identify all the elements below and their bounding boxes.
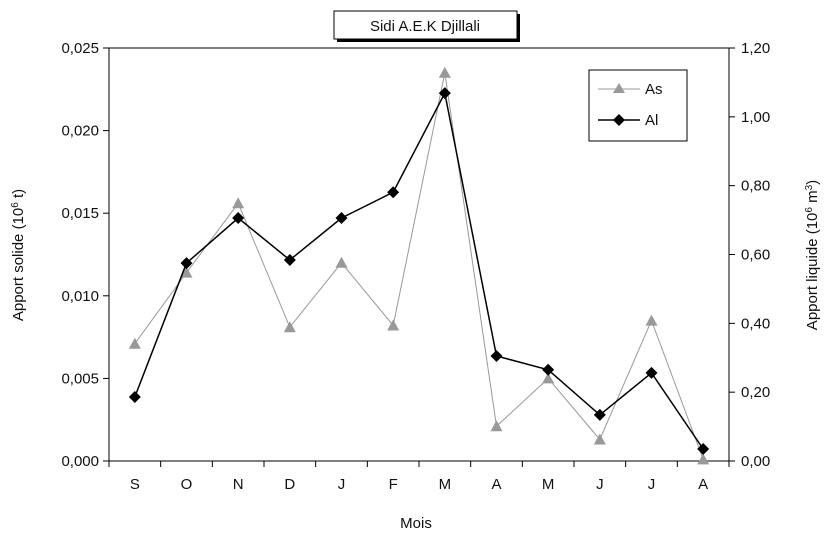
y-left-tick-label: 0,020 [61, 123, 99, 140]
x-tick-label: J [648, 476, 656, 493]
y-right-tick-label: 1,20 [741, 40, 770, 57]
series-as-point [490, 420, 503, 432]
series-al-line [134, 90, 704, 450]
legend-al-marker [613, 114, 625, 126]
series-as-point [697, 453, 710, 465]
y-left-tick-label: 0,005 [61, 370, 99, 387]
y-right-tick-label: 0,60 [741, 247, 770, 264]
x-tick-label: M [439, 476, 452, 493]
legend: As Al [588, 69, 688, 142]
y-right-tick-label: 0,80 [741, 178, 770, 195]
series-as-point [593, 433, 606, 445]
legend-as-label: As [645, 81, 663, 98]
y-axis-left-title: Apport solide (106 t) [10, 189, 27, 321]
y-left-tick-label: 0,015 [61, 205, 99, 222]
series-as-point [542, 372, 555, 384]
series-al-point [490, 350, 503, 363]
legend-as-marker [613, 83, 625, 93]
x-tick-label: A [491, 476, 501, 493]
series-as-point [180, 266, 193, 278]
legend-al-label: Al [645, 112, 658, 129]
series-al-point [438, 87, 451, 100]
series-as-point [335, 256, 348, 268]
series-al-point [593, 408, 606, 421]
x-tick-label: J [596, 476, 604, 493]
series-al-point [542, 363, 555, 376]
series-al-point [387, 186, 400, 199]
y-right-tick-label: 0,20 [741, 384, 770, 401]
chart-title: Sidi A.E.K Djillali [370, 18, 480, 35]
x-tick-label: O [181, 476, 193, 493]
series-as-line [134, 72, 704, 460]
series-al-point [232, 212, 245, 225]
series-al-point [180, 257, 193, 270]
x-tick-label: M [542, 476, 555, 493]
chart-title-box: Sidi A.E.K Djillali [333, 10, 520, 42]
series-as-point [645, 314, 658, 326]
x-tick-label: J [338, 476, 346, 493]
x-tick-label: S [130, 476, 140, 493]
y-left-tick-label: 0,025 [61, 40, 99, 57]
x-axis-title: Mois [400, 515, 432, 532]
series-al-point [335, 212, 348, 225]
y-right-tick-label: 0,40 [741, 315, 770, 332]
x-tick-label: N [233, 476, 244, 493]
y-right-tick-label: 1,00 [741, 109, 770, 126]
x-tick-label: A [698, 476, 708, 493]
y-right-tick-label: 0,00 [741, 453, 770, 470]
series-al-point [697, 442, 710, 455]
y-axis-right-title: Apport liquide (106 m3) [804, 180, 821, 330]
title-frame [333, 10, 518, 40]
y-left-tick-label: 0,000 [61, 453, 99, 470]
legend-box [588, 69, 688, 142]
series-as-point [438, 66, 451, 78]
y-left-tick-label: 0,010 [61, 288, 99, 305]
series-al-point [645, 366, 658, 379]
series-al-point [283, 254, 296, 267]
x-tick-label: F [389, 476, 398, 493]
plot-area: 0,000 0,005 0,010 0,015 0,020 0,025 0,00 0,20 0,… [61, 40, 770, 493]
series-as-point [387, 319, 400, 331]
series-as-point [128, 337, 141, 349]
series-as-point [232, 197, 245, 209]
x-tick-label: D [284, 476, 295, 493]
series-as-point [283, 321, 296, 333]
series-al-point [128, 390, 141, 403]
